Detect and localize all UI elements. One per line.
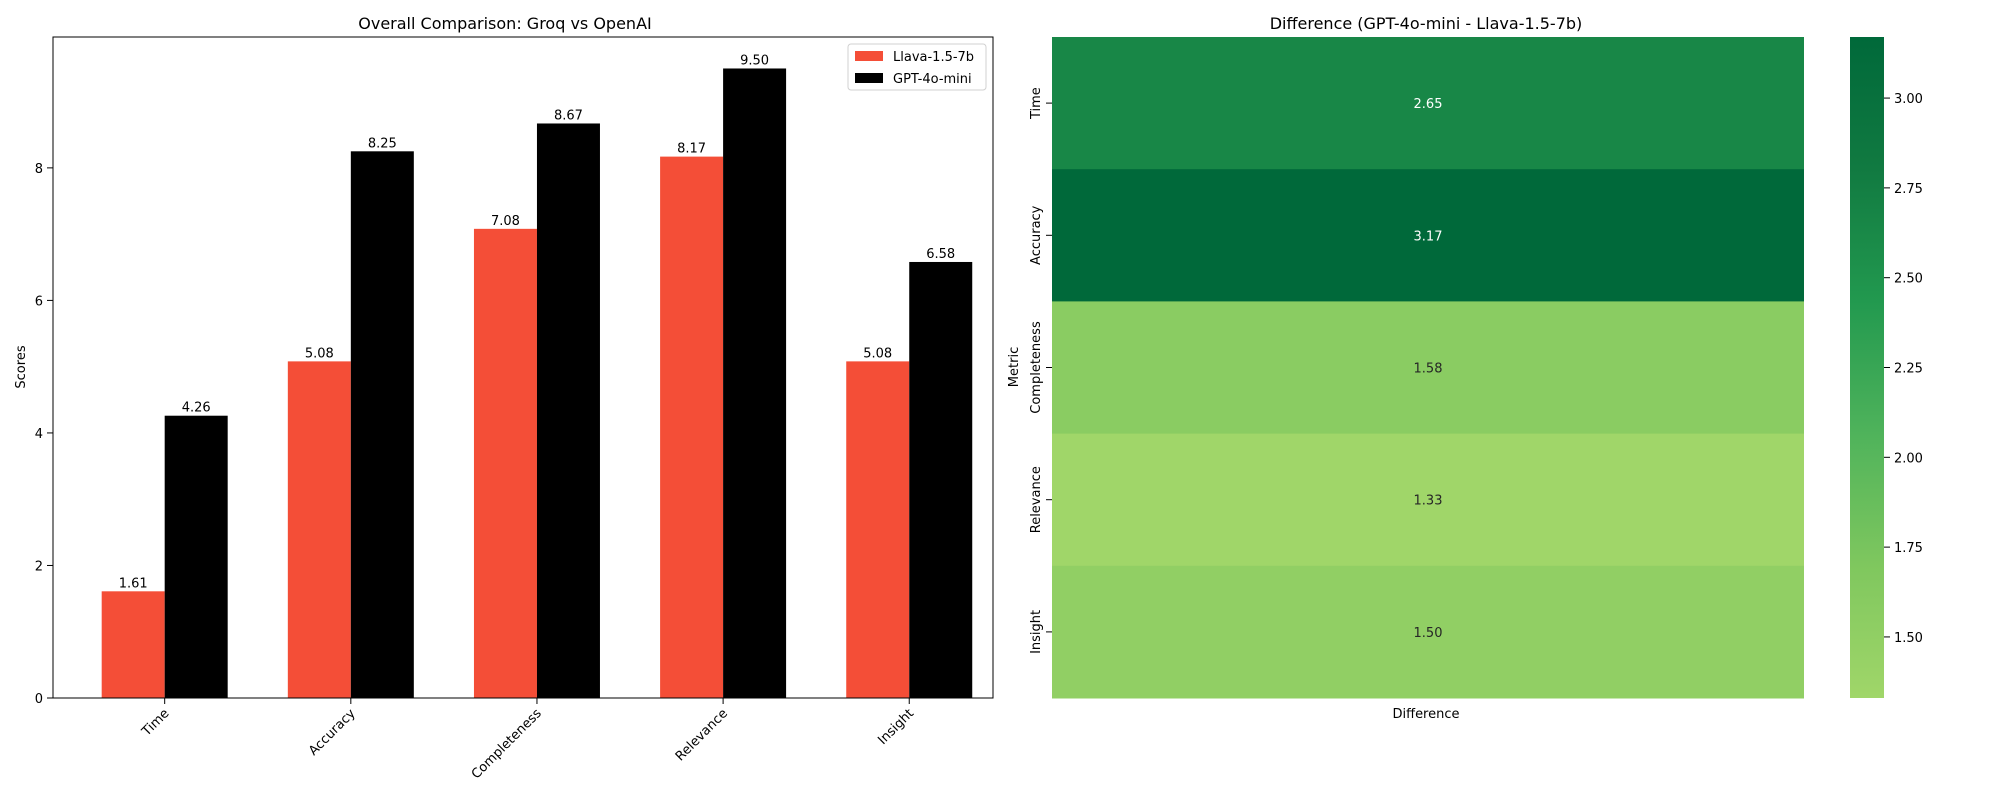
heatmap-chart: Difference (GPT-4o-mini - Llava-1.5-7b) … xyxy=(1007,14,1923,722)
heatmap-row-label: Accuracy xyxy=(1029,205,1044,265)
bar-gpt-4o-mini-completeness xyxy=(536,123,600,699)
y-tick-label: 2 xyxy=(35,559,43,574)
legend-swatch-llava xyxy=(855,51,883,61)
x-tick-label: Relevance xyxy=(673,706,731,764)
heatmap-cell-insight xyxy=(1052,565,1804,699)
bar-value-label: 6.58 xyxy=(926,247,955,262)
bar-llava-1-5-7b-relevance xyxy=(660,156,724,699)
heatmap-cell-value: 2.65 xyxy=(1414,97,1443,112)
y-tick-label: 0 xyxy=(35,692,43,707)
colorbar-tick-label: 2.75 xyxy=(1894,182,1923,197)
heatmap-row-label: Insight xyxy=(1029,610,1044,654)
heatmap-cell-completeness xyxy=(1052,301,1804,435)
heatmap-cell-time xyxy=(1052,37,1804,170)
heatmap-cell-value: 1.50 xyxy=(1414,626,1443,641)
colorbar-tick-label: 1.75 xyxy=(1894,541,1923,556)
y-tick-label: 8 xyxy=(35,162,43,177)
heatmap-row-label: Completeness xyxy=(1029,321,1044,414)
colorbar-tick-label: 1.50 xyxy=(1894,631,1923,646)
bar-value-label: 5.08 xyxy=(863,346,892,361)
bar-y-axis-label: Scores xyxy=(14,345,29,388)
bar-chart-title: Overall Comparison: Groq vs OpenAI xyxy=(358,14,651,33)
heatmap-cell-accuracy xyxy=(1052,169,1804,302)
bar-llava-1-5-7b-accuracy xyxy=(287,361,351,698)
x-tick-label: Time xyxy=(139,706,173,740)
x-tick-label: Accuracy xyxy=(306,706,359,759)
legend-swatch-gpt xyxy=(855,73,883,83)
colorbar-tick-label: 3.00 xyxy=(1894,92,1923,107)
bar-value-label: 8.25 xyxy=(368,136,397,151)
heatmap-cell-value: 1.58 xyxy=(1414,362,1443,377)
heatmap-row-label: Relevance xyxy=(1029,466,1044,533)
bar-value-label: 5.08 xyxy=(305,346,334,361)
colorbar-tick-label: 2.25 xyxy=(1894,362,1923,377)
bar-chart: Overall Comparison: Groq vs OpenAI 1.61 4… xyxy=(14,14,994,782)
heatmap-cell-value: 1.33 xyxy=(1414,494,1443,509)
heatmap-title: Difference (GPT-4o-mini - Llava-1.5-7b) xyxy=(1270,14,1583,33)
bar-gpt-4o-mini-insight xyxy=(909,261,973,698)
bar-value-label: 8.67 xyxy=(554,108,583,123)
bar-value-label: 7.08 xyxy=(491,214,520,229)
legend-label-gpt: GPT-4o-mini xyxy=(893,72,972,87)
legend: Llava-1.5-7b GPT-4o-mini xyxy=(847,43,987,91)
bar-gpt-4o-mini-relevance xyxy=(723,68,787,698)
bar-gpt-4o-mini-accuracy xyxy=(350,151,414,698)
x-tick-label: Insight xyxy=(875,706,917,748)
bar-llava-1-5-7b-time xyxy=(101,591,165,698)
bar-value-label: 1.61 xyxy=(119,576,148,591)
bar-value-label: 8.17 xyxy=(677,142,706,157)
bar-llava-1-5-7b-insight xyxy=(846,361,910,698)
bar-value-label: 4.26 xyxy=(182,401,211,416)
bar-value-label: 9.50 xyxy=(740,53,769,68)
y-tick-label: 4 xyxy=(35,427,43,442)
colorbar-tick-label: 2.00 xyxy=(1894,451,1923,466)
x-tick-label: Completeness xyxy=(469,706,545,782)
heatmap-cell-value: 3.17 xyxy=(1414,229,1443,244)
legend-label-llava: Llava-1.5-7b xyxy=(893,50,974,65)
heatmap-cell-relevance xyxy=(1052,433,1804,567)
colorbar xyxy=(1850,37,1884,698)
bar-llava-1-5-7b-completeness xyxy=(473,228,537,698)
bar-gpt-4o-mini-time xyxy=(164,415,228,698)
y-tick-label: 6 xyxy=(35,294,43,309)
colorbar-tick-label: 2.50 xyxy=(1894,272,1923,287)
heatmap-row-label: Time xyxy=(1029,87,1044,120)
bar-plot-frame xyxy=(52,36,994,699)
heatmap-y-axis-label: Metric xyxy=(1007,347,1022,387)
heatmap-column-label: Difference xyxy=(1392,707,1459,722)
